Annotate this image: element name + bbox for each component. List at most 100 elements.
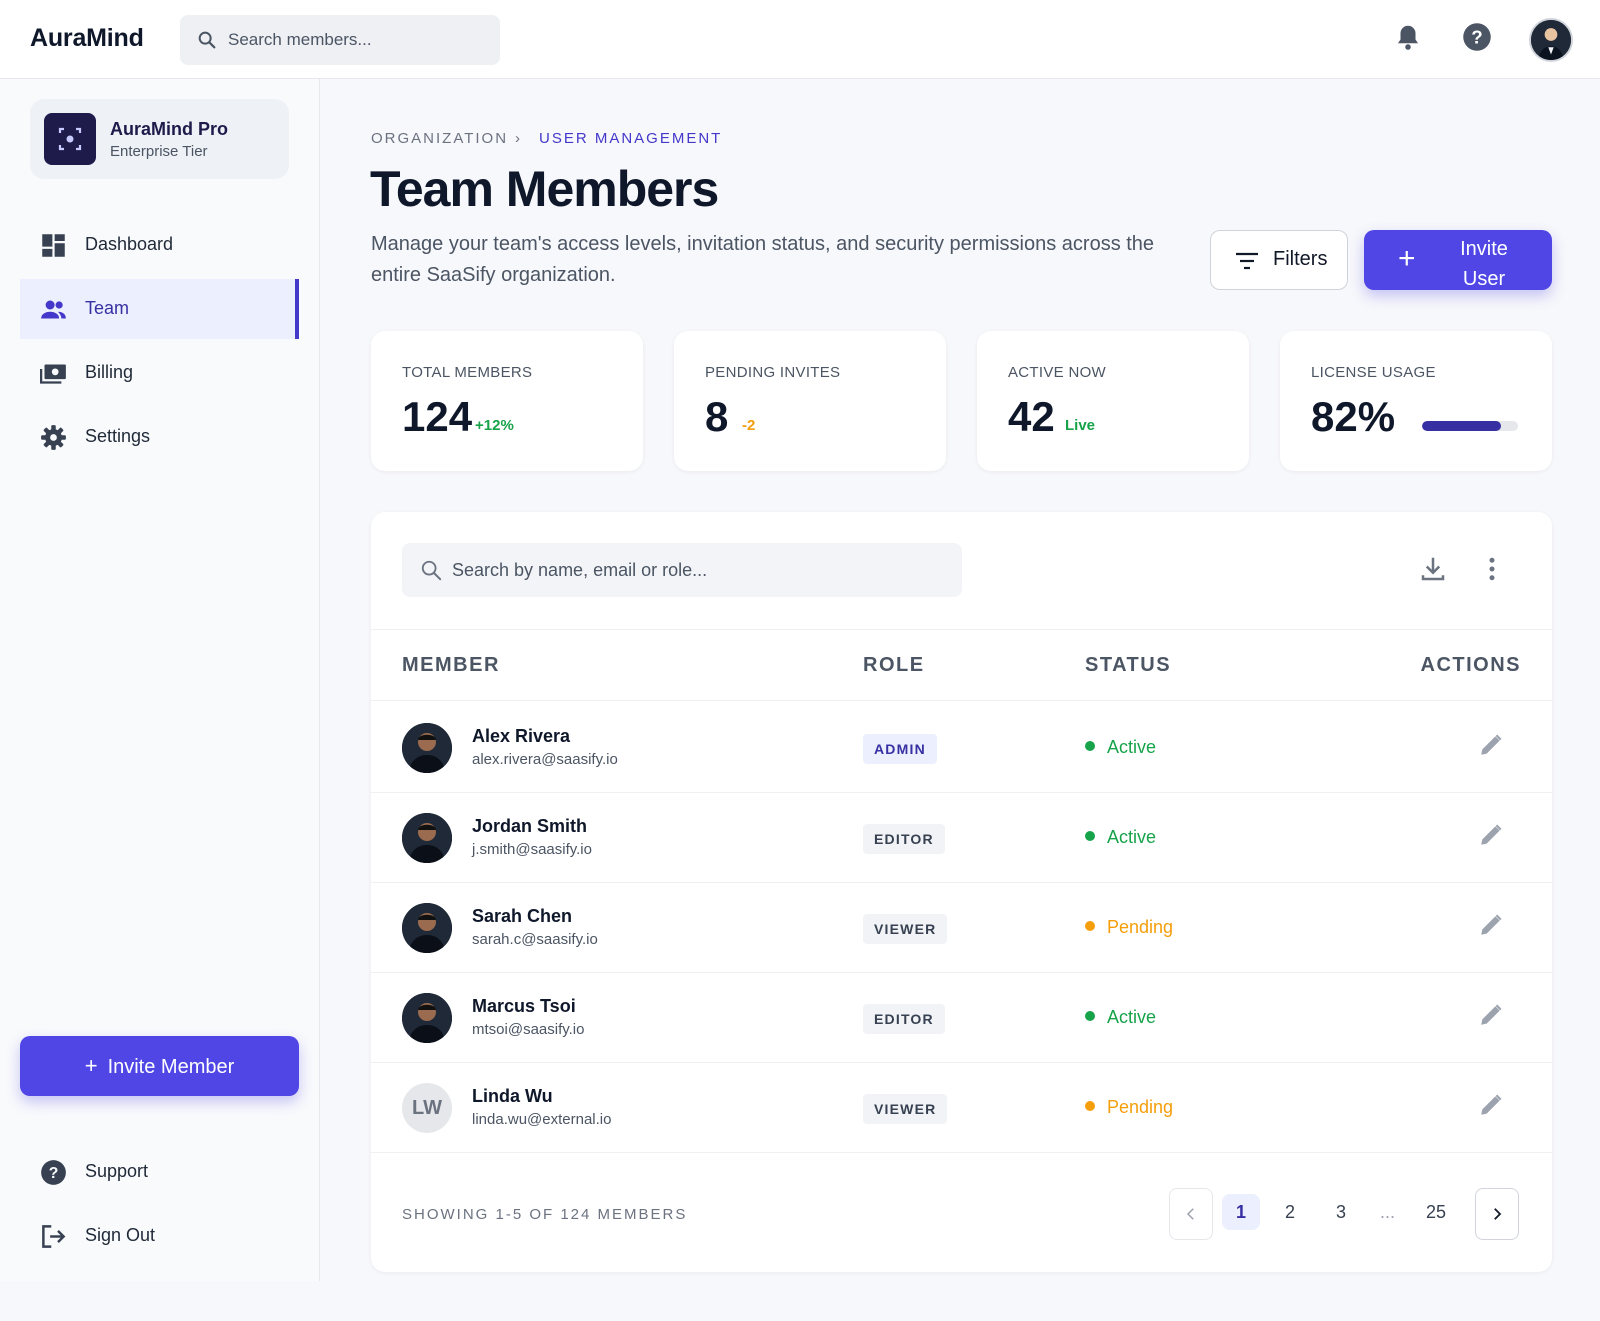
role-badge: VIEWER xyxy=(863,914,948,944)
download-icon[interactable] xyxy=(1418,554,1448,584)
pencil-icon[interactable] xyxy=(1478,1002,1504,1028)
stat-value: 82% xyxy=(1311,393,1396,440)
table-row[interactable]: Marcus Tsoi mtsoi@saasify.io EDITOR Active xyxy=(371,972,1552,1063)
member-name: Jordan Smith xyxy=(472,816,588,836)
top-search[interactable] xyxy=(180,15,500,65)
avatar xyxy=(402,813,452,863)
table-row[interactable]: Alex Rivera alex.rivera@saasify.io ADMIN Ac… xyxy=(371,702,1552,793)
stat-card-active-now: ACTIVE NOW 42 Live xyxy=(977,331,1249,471)
stat-label: LICENSE USAGE xyxy=(1311,364,1436,381)
chevron-right-icon xyxy=(1494,1208,1502,1220)
team-icon xyxy=(41,300,66,319)
help-icon: ? xyxy=(41,1160,66,1185)
status-indicator: Active xyxy=(1085,827,1156,848)
table-search[interactable] xyxy=(402,543,962,597)
sidebar-item-sign-out[interactable]: Sign Out xyxy=(20,1206,299,1266)
status-text: Pending xyxy=(1107,1097,1174,1117)
breadcrumb-current: USER MANAGEMENT xyxy=(539,130,723,147)
invite-user-button[interactable]: + Invite User xyxy=(1364,230,1552,290)
column-header-member[interactable]: MEMBER xyxy=(402,654,500,676)
stat-delta: +12% xyxy=(475,417,514,434)
pagination-page[interactable]: 3 xyxy=(1335,1202,1346,1222)
avatar-photo-icon xyxy=(402,723,452,773)
pagination-summary: SHOWING 1-5 OF 124 MEMBERS xyxy=(402,1206,688,1223)
sidebar-item-support[interactable]: ? Support xyxy=(20,1142,299,1202)
user-avatar[interactable] xyxy=(1529,18,1573,62)
stat-value: 124 xyxy=(402,393,473,440)
sidebar-item-label: Billing xyxy=(85,362,134,382)
top-search-input[interactable] xyxy=(228,15,488,65)
avatar xyxy=(402,723,452,773)
chevron-right-icon: › xyxy=(515,130,522,147)
column-header-role[interactable]: ROLE xyxy=(863,654,925,676)
help-icon[interactable]: ? xyxy=(1462,22,1492,52)
org-switcher[interactable]: AuraMind Pro Enterprise Tier xyxy=(30,99,289,179)
avatar-photo-icon xyxy=(402,903,452,953)
pagination-page[interactable]: 25 xyxy=(1425,1202,1447,1222)
avatar-portrait-icon xyxy=(1531,20,1571,60)
stat-value: 42 xyxy=(1008,393,1055,440)
svg-text:?: ? xyxy=(49,1165,59,1182)
pencil-icon[interactable] xyxy=(1478,822,1504,848)
status-text: Active xyxy=(1107,827,1157,847)
pencil-icon[interactable] xyxy=(1478,732,1504,758)
search-icon xyxy=(421,560,442,581)
status-dot-icon xyxy=(1085,741,1095,751)
table-row[interactable]: LW Linda Wu linda.wu@external.io VIEWER Pend… xyxy=(371,1062,1552,1153)
stat-card-pending-invites: PENDING INVITES 8 -2 xyxy=(674,331,946,471)
filter-icon xyxy=(1236,252,1258,270)
sidebar-item-label: Settings xyxy=(85,426,151,446)
status-indicator: Active xyxy=(1085,737,1156,758)
plus-icon: + xyxy=(84,1053,98,1078)
breadcrumb-parent[interactable]: ORGANIZATION xyxy=(371,130,509,147)
avatar-photo-icon xyxy=(402,993,452,1043)
avatar: LW xyxy=(402,1083,452,1133)
stat-value: 8 xyxy=(705,393,729,440)
sidebar-item-label: Sign Out xyxy=(85,1225,156,1245)
brand-logo[interactable]: AuraMind xyxy=(30,24,144,52)
invite-user-label: Invite User xyxy=(1460,238,1508,290)
invite-member-button[interactable]: + Invite Member xyxy=(20,1036,299,1096)
table-row[interactable]: Sarah Chen sarah.c@saasify.io VIEWER Pendin… xyxy=(371,882,1552,973)
bell-icon[interactable] xyxy=(1393,22,1423,52)
status-dot-icon xyxy=(1085,1011,1095,1021)
member-email: alex.rivera@saasify.io xyxy=(472,751,618,768)
sidebar-item-label: Team xyxy=(85,298,130,318)
status-indicator: Pending xyxy=(1085,1097,1173,1118)
member-email: mtsoi@saasify.io xyxy=(472,1021,585,1038)
search-icon xyxy=(198,31,216,49)
pagination-page[interactable]: 2 xyxy=(1284,1202,1295,1222)
more-vertical-icon[interactable] xyxy=(1477,554,1507,584)
stat-card-total-members: TOTAL MEMBERS 124 +12% xyxy=(371,331,643,471)
table-search-input[interactable] xyxy=(452,543,942,597)
column-header-actions: ACTIONS xyxy=(1420,654,1521,676)
avatar xyxy=(402,993,452,1043)
org-tier: Enterprise Tier xyxy=(110,143,208,160)
status-dot-icon xyxy=(1085,831,1095,841)
member-email: linda.wu@external.io xyxy=(472,1111,612,1128)
role-badge: EDITOR xyxy=(863,1004,945,1034)
status-dot-icon xyxy=(1085,921,1095,931)
pagination-next-button[interactable] xyxy=(1475,1188,1519,1240)
avatar-photo-icon xyxy=(402,813,452,863)
sidebar-item-team[interactable]: Team xyxy=(20,279,299,339)
sidebar-item-billing[interactable]: Billing xyxy=(20,343,299,403)
sidebar-item-label: Support xyxy=(85,1161,149,1181)
sidebar-item-settings[interactable]: Settings xyxy=(20,407,299,467)
stat-label: ACTIVE NOW xyxy=(1008,364,1107,381)
stat-card-license-usage: LICENSE USAGE 82% xyxy=(1280,331,1552,471)
pencil-icon[interactable] xyxy=(1478,1092,1504,1118)
column-header-status[interactable]: STATUS xyxy=(1085,654,1172,676)
table-row[interactable]: Jordan Smith j.smith@saasify.io EDITOR Acti… xyxy=(371,792,1552,883)
status-dot-icon xyxy=(1085,1101,1095,1111)
pencil-icon[interactable] xyxy=(1478,912,1504,938)
org-logo-icon xyxy=(44,113,96,165)
pagination-page[interactable]: 1 xyxy=(1222,1194,1260,1230)
sidebar-item-dashboard[interactable]: Dashboard xyxy=(20,215,299,275)
pagination-prev-button[interactable] xyxy=(1169,1188,1213,1240)
dashboard-icon xyxy=(42,234,65,257)
role-badge: VIEWER xyxy=(863,1094,948,1124)
stat-delta: -2 xyxy=(742,417,756,434)
filters-button[interactable]: Filters xyxy=(1210,230,1348,290)
member-name: Alex Rivera xyxy=(472,726,571,746)
